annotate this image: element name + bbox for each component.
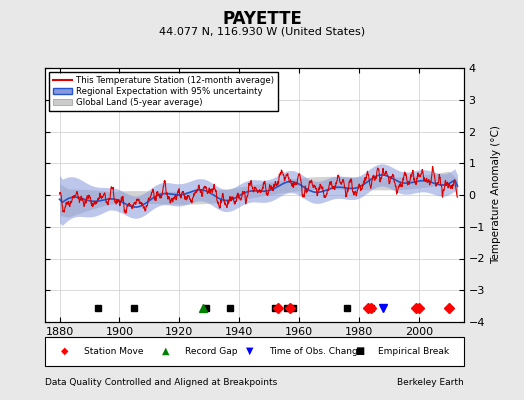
Text: Record Gap: Record Gap [185,346,237,356]
Text: ◆: ◆ [61,346,69,356]
Text: Time of Obs. Change: Time of Obs. Change [269,346,363,356]
Text: Berkeley Earth: Berkeley Earth [397,378,464,387]
FancyBboxPatch shape [45,337,464,366]
Legend: This Temperature Station (12-month average), Regional Expectation with 95% uncer: This Temperature Station (12-month avera… [49,72,278,111]
Y-axis label: Temperature Anomaly (°C): Temperature Anomaly (°C) [490,126,500,264]
Text: 44.077 N, 116.930 W (United States): 44.077 N, 116.930 W (United States) [159,26,365,36]
Text: PAYETTE: PAYETTE [222,10,302,28]
Text: Data Quality Controlled and Aligned at Breakpoints: Data Quality Controlled and Aligned at B… [45,378,277,387]
Text: ▲: ▲ [162,346,169,356]
Text: ▼: ▼ [246,346,253,356]
Text: ■: ■ [355,346,364,356]
Text: Empirical Break: Empirical Break [378,346,449,356]
Text: Station Move: Station Move [84,346,144,356]
